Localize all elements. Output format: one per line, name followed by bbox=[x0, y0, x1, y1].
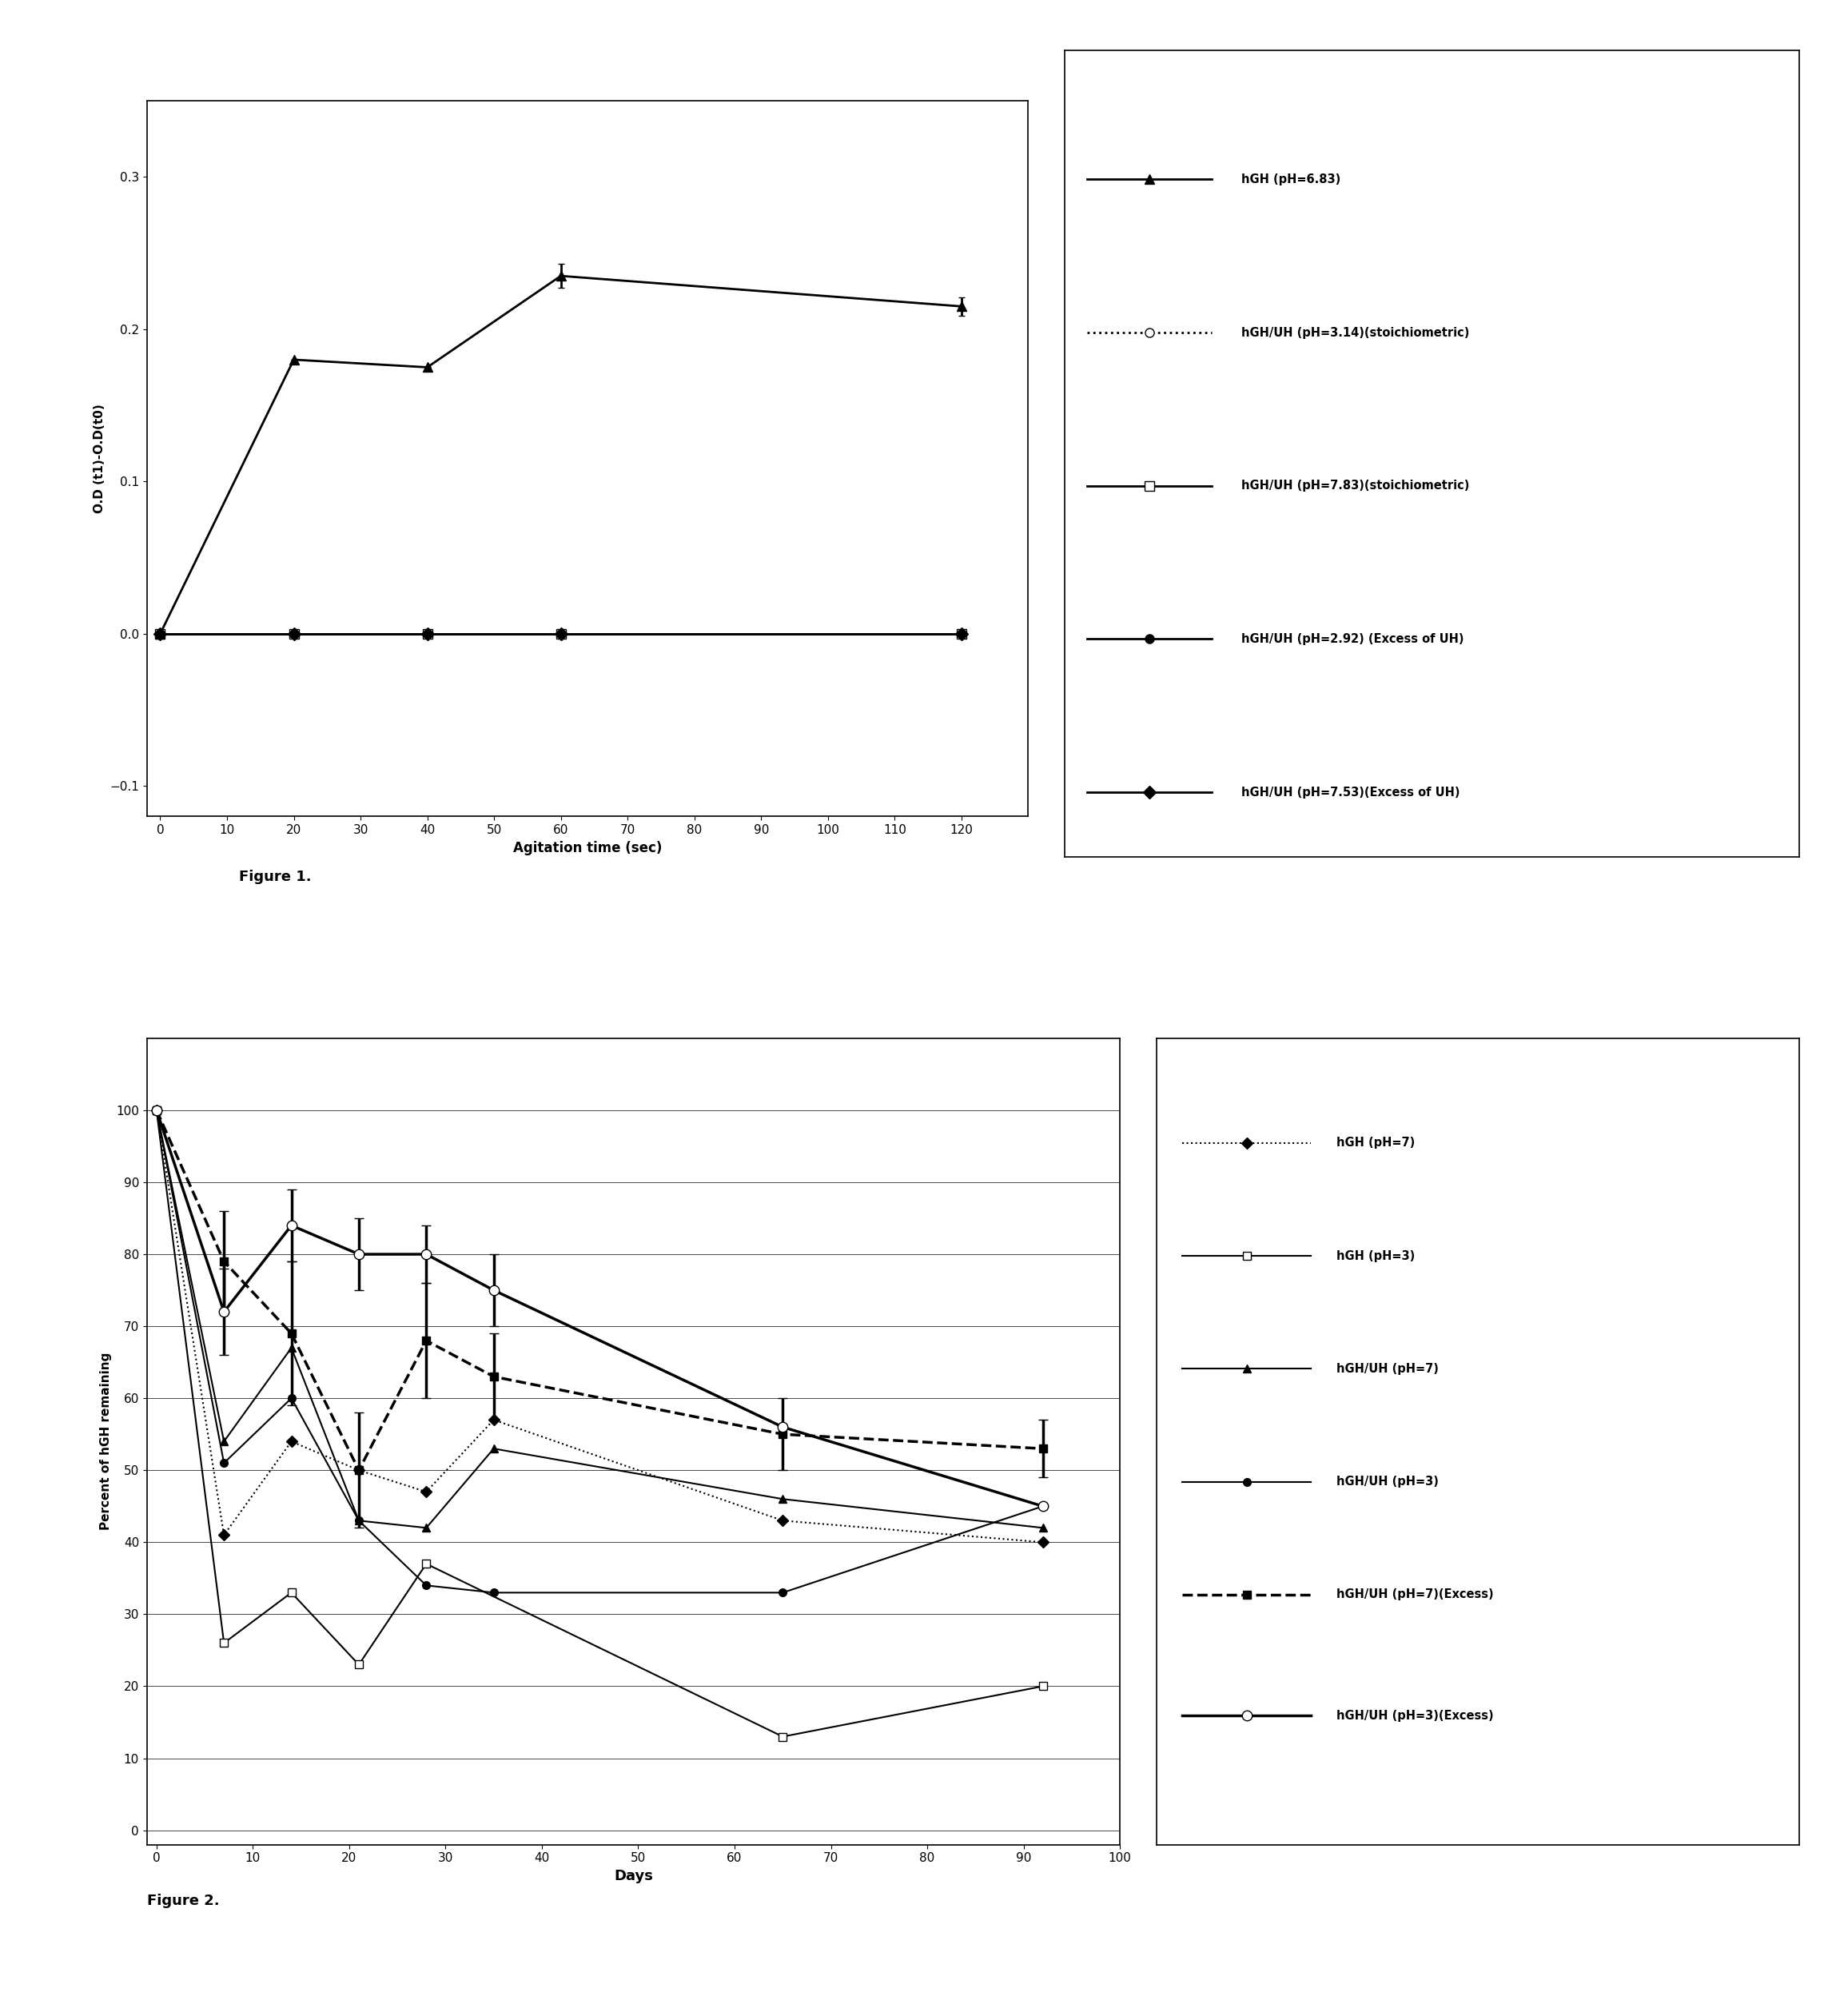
Text: hGH/UH (pH=7.53)(Excess of UH): hGH/UH (pH=7.53)(Excess of UH) bbox=[1241, 786, 1460, 798]
Text: hGH/UH (pH=7.83)(stoichiometric): hGH/UH (pH=7.83)(stoichiometric) bbox=[1241, 480, 1469, 492]
Text: hGH/UH (pH=7): hGH/UH (pH=7) bbox=[1337, 1363, 1439, 1375]
Y-axis label: Percent of hGH remaining: Percent of hGH remaining bbox=[99, 1353, 112, 1530]
X-axis label: Agitation time (sec): Agitation time (sec) bbox=[512, 841, 663, 855]
Text: hGH/UH (pH=7)(Excess): hGH/UH (pH=7)(Excess) bbox=[1337, 1589, 1495, 1601]
Text: hGH/UH (pH=3): hGH/UH (pH=3) bbox=[1337, 1476, 1439, 1488]
Text: hGH/UH (pH=2.92) (Excess of UH): hGH/UH (pH=2.92) (Excess of UH) bbox=[1241, 633, 1463, 645]
Text: hGH (pH=3): hGH (pH=3) bbox=[1337, 1250, 1416, 1262]
Text: Figure 1.: Figure 1. bbox=[239, 869, 310, 885]
Text: hGH (pH=7): hGH (pH=7) bbox=[1337, 1137, 1416, 1149]
Text: hGH (pH=6.83): hGH (pH=6.83) bbox=[1241, 173, 1340, 185]
Text: hGH/UH (pH=3)(Excess): hGH/UH (pH=3)(Excess) bbox=[1337, 1710, 1495, 1722]
X-axis label: Days: Days bbox=[613, 1869, 654, 1883]
Text: hGH/UH (pH=3.14)(stoichiometric): hGH/UH (pH=3.14)(stoichiometric) bbox=[1241, 327, 1469, 339]
Y-axis label: O.D (t1)-O.D(t0): O.D (t1)-O.D(t0) bbox=[94, 403, 105, 514]
Text: Figure 2.: Figure 2. bbox=[147, 1893, 218, 1909]
